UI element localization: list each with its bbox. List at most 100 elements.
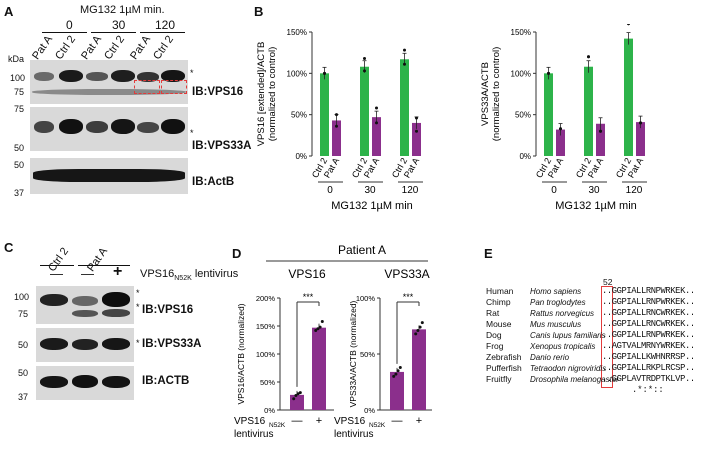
timepoint-label: 0 bbox=[66, 18, 73, 32]
bar bbox=[320, 73, 329, 156]
y-tick-label: 50% bbox=[515, 111, 531, 120]
category-label: 120 bbox=[626, 185, 643, 196]
x-axis-label: VPS16 bbox=[334, 416, 366, 427]
group-line bbox=[42, 32, 87, 33]
lentivirus-label: VPS16N52K lentivirus bbox=[140, 268, 239, 283]
category-label: 120 bbox=[402, 185, 419, 196]
sign-minus: — bbox=[81, 266, 94, 281]
data-point bbox=[639, 121, 642, 125]
sequence: ..GGPIALLRNCWRKEK.. bbox=[602, 319, 695, 329]
species-latin-name: Tetraodon nigroviridis bbox=[530, 364, 607, 373]
panel-label-b: B bbox=[254, 4, 264, 19]
y-tick-label: 200% bbox=[256, 294, 276, 303]
species-latin-name: Xenopus tropicalis bbox=[530, 342, 596, 351]
data-point bbox=[316, 327, 320, 331]
y-tick-label: 50% bbox=[260, 378, 275, 387]
data-point bbox=[418, 325, 422, 329]
alignment-row: Pufferfish Tetraodon nigroviridis ..GGPIAL… bbox=[486, 363, 708, 374]
data-point bbox=[298, 391, 302, 395]
highlight-box bbox=[601, 286, 613, 388]
alignment-row: Frog Xenopus tropicalis ..AGTVALMRNYWRKEK.… bbox=[486, 341, 708, 352]
asterisk-mark: * bbox=[136, 288, 140, 298]
y-tick-label: 0% bbox=[264, 406, 275, 415]
chart-d: Patient A VPS16 0% 50% 100% 150% 200% VPS16/ACT… bbox=[234, 243, 432, 440]
species-latin-name: Drosophila melanogaster bbox=[530, 375, 619, 384]
data-point bbox=[292, 397, 296, 401]
western-blot-vps33a bbox=[30, 107, 188, 151]
data-point bbox=[335, 113, 338, 117]
species-common-name: Pufferfish bbox=[486, 363, 522, 373]
y-axis-label: (normalized to control) bbox=[491, 47, 502, 142]
bar bbox=[596, 123, 605, 156]
category-label: 30 bbox=[364, 185, 376, 196]
y-axis-label: (normalized to control) bbox=[267, 47, 278, 142]
y-tick-label: 150% bbox=[511, 28, 531, 37]
bar bbox=[636, 122, 645, 156]
panel-label-e: E bbox=[484, 246, 493, 261]
y-axis-label: VPS33A/ACTB (normalized) bbox=[348, 300, 358, 407]
species-latin-name: Mus musculus bbox=[530, 320, 582, 329]
chart-b: 0%50%100%150%VPS16 [extended]/ACTB (norma… bbox=[256, 24, 647, 212]
residue-position: 52 bbox=[603, 277, 613, 287]
species-latin-name: Danio rerio bbox=[530, 353, 570, 362]
y-axis-label: VPS16/ACTB (normalized) bbox=[236, 303, 246, 404]
y-tick-label: 0% bbox=[519, 152, 531, 161]
blot-label: IB:VPS33A bbox=[192, 140, 252, 152]
data-point bbox=[414, 332, 418, 336]
patient-header: Patient A bbox=[338, 243, 386, 257]
panel-label-a: A bbox=[4, 4, 14, 19]
data-point bbox=[587, 55, 590, 59]
blot-label: IB:VPS16 bbox=[192, 86, 244, 98]
species-latin-name: Canis lupus familiaris bbox=[530, 331, 606, 340]
y-tick-label: 50% bbox=[360, 350, 375, 359]
y-tick-label: 150% bbox=[287, 28, 307, 37]
data-point bbox=[559, 127, 562, 131]
mw-marker: 75 bbox=[14, 104, 25, 114]
x-axis-label-subscript: N52K bbox=[269, 422, 286, 429]
alignment-row: Chimp Pan troglodytes ..GGPIALLRNPWRKEK.. bbox=[486, 297, 708, 308]
mw-marker: 37 bbox=[14, 188, 25, 198]
x-axis-label: MG132 1µM min bbox=[331, 200, 413, 212]
data-point bbox=[547, 71, 550, 75]
y-tick-label: 150% bbox=[256, 322, 276, 331]
species-latin-name: Rattus norvegicus bbox=[530, 309, 595, 318]
species-common-name: Frog bbox=[486, 341, 504, 351]
data-point bbox=[396, 369, 400, 373]
bar bbox=[624, 38, 633, 156]
data-point bbox=[363, 56, 366, 60]
mw-marker: 50 bbox=[18, 368, 29, 378]
mw-marker: 75 bbox=[14, 87, 25, 97]
mw-marker: 75 bbox=[18, 309, 29, 319]
timepoint-label: 120 bbox=[155, 18, 176, 32]
y-tick-label: 100% bbox=[287, 69, 307, 78]
y-tick-label: 100% bbox=[511, 69, 531, 78]
mw-marker: 100 bbox=[10, 73, 26, 83]
data-point bbox=[375, 106, 378, 110]
group-line bbox=[140, 32, 185, 33]
data-point bbox=[599, 129, 602, 133]
data-point bbox=[416, 328, 420, 332]
chart-title: VPS16 bbox=[288, 267, 326, 281]
x-axis-label-tail: lentivirus bbox=[334, 429, 373, 440]
mw-marker: 50 bbox=[14, 160, 25, 170]
sequence: ..GGPIALLRNPWRKEK.. bbox=[602, 297, 695, 307]
sequence: ..GGPIALLRNCWRKEK.. bbox=[602, 308, 695, 318]
y-tick-label: 100% bbox=[256, 350, 276, 359]
sequence: ..GGPIALLRNPWRKEK.. bbox=[602, 330, 695, 340]
data-point bbox=[363, 69, 366, 73]
x-axis-label-subscript: N52K bbox=[369, 422, 386, 429]
lane-label: Ctrl 2 bbox=[151, 33, 177, 62]
alignment-row: Dog Canis lupus familiaris ..GGPIALLRNPWRK… bbox=[486, 330, 708, 341]
data-point bbox=[294, 393, 298, 397]
species-common-name: Human bbox=[486, 286, 514, 296]
category-label: 0 bbox=[551, 185, 557, 196]
data-point bbox=[415, 129, 418, 133]
species-common-name: Rat bbox=[486, 308, 500, 318]
category-label: + bbox=[416, 415, 422, 427]
data-point bbox=[415, 116, 418, 120]
x-axis-label-tail: lentivirus bbox=[234, 429, 273, 440]
y-tick-label: 100% bbox=[356, 294, 376, 303]
asterisk-mark: * bbox=[190, 128, 194, 138]
bar bbox=[584, 66, 593, 156]
data-point bbox=[420, 321, 424, 325]
